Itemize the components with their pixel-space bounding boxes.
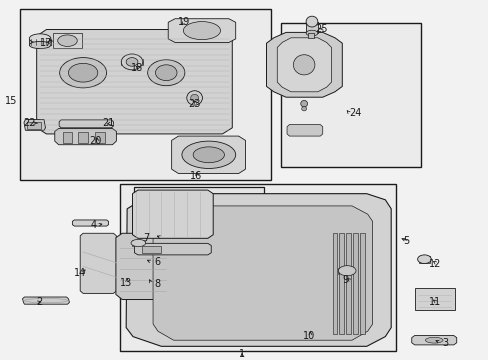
Bar [62, 132, 72, 143]
Polygon shape [72, 220, 108, 226]
Ellipse shape [29, 34, 51, 43]
Ellipse shape [29, 41, 51, 49]
Bar [20, 9, 271, 180]
Polygon shape [55, 129, 116, 145]
Ellipse shape [193, 147, 224, 163]
Ellipse shape [300, 100, 307, 107]
Ellipse shape [147, 60, 184, 86]
Ellipse shape [186, 91, 202, 105]
Ellipse shape [131, 239, 145, 247]
Bar [352, 233, 357, 334]
Bar [53, 33, 82, 48]
Ellipse shape [425, 337, 442, 343]
Text: 16: 16 [189, 171, 202, 181]
Polygon shape [153, 206, 372, 340]
Bar [281, 23, 420, 167]
Bar [414, 288, 454, 310]
Polygon shape [171, 136, 245, 174]
Text: 7: 7 [143, 233, 149, 243]
Text: 13: 13 [120, 278, 132, 288]
Ellipse shape [190, 94, 198, 102]
Text: 5: 5 [403, 236, 409, 246]
Text: 12: 12 [428, 258, 441, 269]
Polygon shape [132, 190, 213, 238]
Text: 22: 22 [23, 118, 36, 128]
Text: 21: 21 [102, 118, 115, 128]
Bar [359, 233, 364, 334]
Bar [132, 240, 144, 246]
Bar [338, 268, 355, 274]
Text: 25: 25 [315, 24, 327, 34]
Text: 9: 9 [342, 275, 348, 285]
Bar [29, 39, 51, 45]
Bar [339, 233, 344, 334]
Ellipse shape [68, 63, 98, 82]
Text: 6: 6 [154, 257, 160, 267]
Bar [418, 256, 429, 263]
Ellipse shape [417, 255, 430, 264]
Ellipse shape [305, 30, 317, 36]
Bar [305, 22, 317, 33]
Text: 23: 23 [188, 99, 200, 109]
Ellipse shape [183, 22, 220, 40]
Ellipse shape [58, 35, 77, 46]
Ellipse shape [293, 55, 314, 75]
Polygon shape [37, 30, 232, 134]
Ellipse shape [155, 65, 177, 81]
Text: 8: 8 [154, 279, 160, 289]
Bar [346, 233, 350, 334]
Text: 4: 4 [90, 220, 97, 230]
Ellipse shape [301, 107, 306, 111]
Ellipse shape [60, 58, 106, 88]
Polygon shape [134, 243, 211, 255]
Polygon shape [116, 233, 170, 300]
Bar [332, 233, 337, 334]
Polygon shape [277, 38, 331, 92]
Text: 17: 17 [40, 38, 52, 48]
Text: 20: 20 [89, 136, 101, 146]
Bar [307, 33, 313, 38]
Bar [142, 246, 161, 253]
Bar [95, 132, 105, 143]
Polygon shape [286, 125, 322, 136]
Bar [78, 132, 88, 143]
Bar [27, 122, 41, 129]
Ellipse shape [121, 54, 142, 70]
Polygon shape [80, 233, 116, 293]
Text: 10: 10 [303, 330, 315, 341]
Text: 3: 3 [442, 338, 448, 348]
Text: 14: 14 [74, 268, 86, 278]
Polygon shape [168, 19, 235, 42]
Ellipse shape [126, 58, 138, 66]
Text: 2: 2 [37, 297, 43, 307]
Ellipse shape [338, 266, 355, 276]
Text: 1: 1 [239, 349, 244, 359]
Ellipse shape [305, 16, 317, 27]
Polygon shape [24, 120, 45, 130]
Polygon shape [126, 194, 390, 346]
Text: 19: 19 [177, 17, 189, 27]
Polygon shape [59, 120, 113, 128]
Polygon shape [266, 32, 342, 97]
Bar [120, 184, 395, 351]
Bar [134, 187, 264, 257]
Text: 24: 24 [349, 108, 361, 118]
Text: 15: 15 [5, 96, 17, 106]
Polygon shape [22, 297, 69, 304]
Text: 18: 18 [131, 63, 143, 73]
Ellipse shape [182, 141, 235, 168]
Polygon shape [411, 336, 456, 345]
Bar [121, 59, 142, 65]
Text: 11: 11 [428, 297, 441, 307]
